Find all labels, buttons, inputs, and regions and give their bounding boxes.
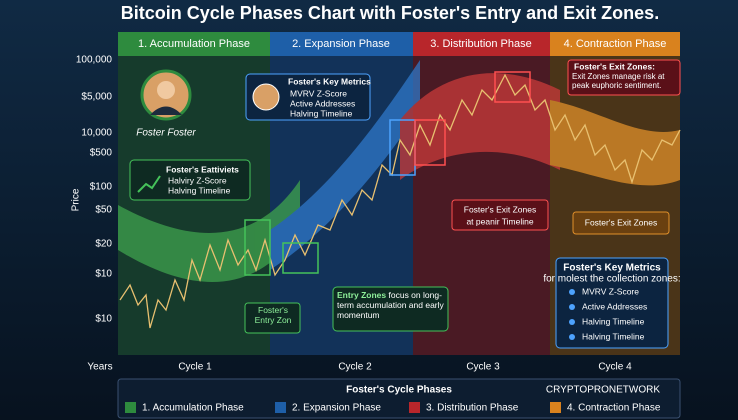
entry-note-title: Entry Zones <box>337 290 387 300</box>
label: Halving Timeline <box>582 331 645 341</box>
zone-boxes <box>244 71 531 276</box>
phase-header: 2. Expansion Phase <box>292 38 390 50</box>
cycle-label: Cycle 3 <box>466 362 500 373</box>
y-tick-labels: 100,000 $5,000 10,000 $500 $100 $50 $20 … <box>76 55 113 325</box>
title: Bitcoin Cycle Phases Chart with Foster's… <box>121 3 659 23</box>
label: 10,000 <box>81 128 112 139</box>
exit-top-callout: Foster's Exit Zones: Exit Zones manage r… <box>567 59 681 96</box>
label: $5,000 <box>81 92 112 103</box>
label: Foster's Exit Zones: <box>574 61 655 71</box>
exit-orange-callout: Foster's Exit Zones <box>572 211 670 235</box>
entry-note-text: focus on long-term accumulation and earl… <box>337 290 444 320</box>
label: Active Addresses <box>582 301 647 311</box>
exit-top-text: Exit Zones manage risk at peak euphoric … <box>572 72 665 90</box>
label: Foster's Key Metrics <box>563 263 661 274</box>
label: $10 <box>95 314 112 325</box>
label: MVRV Z-Score <box>582 286 639 296</box>
phase-header: 3. Distribution Phase <box>430 38 532 50</box>
label: Active Addresses <box>290 98 355 108</box>
label: Foster's Exit Zones <box>585 217 657 227</box>
label: $100 <box>90 182 113 193</box>
label: Foster's Exit Zones <box>464 204 536 214</box>
label: $20 <box>95 239 112 250</box>
label: MVRV Z-Score <box>290 88 347 98</box>
label: $50 <box>95 205 112 216</box>
cycle-label: Cycle 1 <box>178 362 212 373</box>
label: Foster's Eattiviets <box>166 164 239 174</box>
cycle-label: Cycle 2 <box>338 362 372 373</box>
cycle-label: Cycle 4 <box>598 362 632 373</box>
activities-callout: Foster's Eattiviets Halviry Z-Score Halv… <box>129 159 251 201</box>
entry-note: Entry Zones focus on long-term accumulat… <box>332 286 449 332</box>
label: 1. Accumulation Phase <box>142 403 244 414</box>
exit-mid-callout: Foster's Exit Zones at peanir Timeline <box>451 199 549 231</box>
phase-header: 1. Accumulation Phase <box>138 38 250 50</box>
label: $500 <box>90 148 113 159</box>
label: Halving Timeline <box>290 108 353 118</box>
phase-header: 4. Contraction Phase <box>564 38 667 50</box>
zone-ribbons <box>118 60 680 283</box>
label: Foster Foster <box>136 128 196 139</box>
label: $10 <box>95 269 112 280</box>
label: Foster's Cycle Phases <box>346 385 452 396</box>
legend: Foster's Cycle Phases CRYPTOPRONETWORK 1… <box>117 378 681 419</box>
label: Halviry Z-Score <box>168 175 227 185</box>
label: 100,000 <box>76 55 113 66</box>
label: Halving Timeline <box>168 185 231 195</box>
key-metrics-bottom: Foster's Key Metrics for molest the coll… <box>543 257 681 349</box>
label: 2. Expansion Phase <box>292 403 381 414</box>
label: CRYPTOPRONETWORK <box>546 385 660 396</box>
x-axis-label: Years <box>87 362 112 373</box>
profile: Foster Foster <box>136 69 196 139</box>
key-metrics-top: Foster's Key Metrics MVRV Z-Score Active… <box>245 73 371 121</box>
label: 3. Distribution Phase <box>426 403 519 414</box>
label: for molest the collection zones: <box>543 274 680 285</box>
label: Foster's Key Metrics <box>288 76 371 86</box>
entry-label-text: Foster's Entry Zon <box>254 305 292 325</box>
entry-label: Foster's Entry Zon <box>244 302 301 334</box>
label: at peanir Timeline <box>466 216 533 226</box>
label: 4. Contraction Phase <box>567 403 661 414</box>
y-axis-label: Price <box>71 188 82 211</box>
label: Halving Timeline <box>582 316 645 326</box>
